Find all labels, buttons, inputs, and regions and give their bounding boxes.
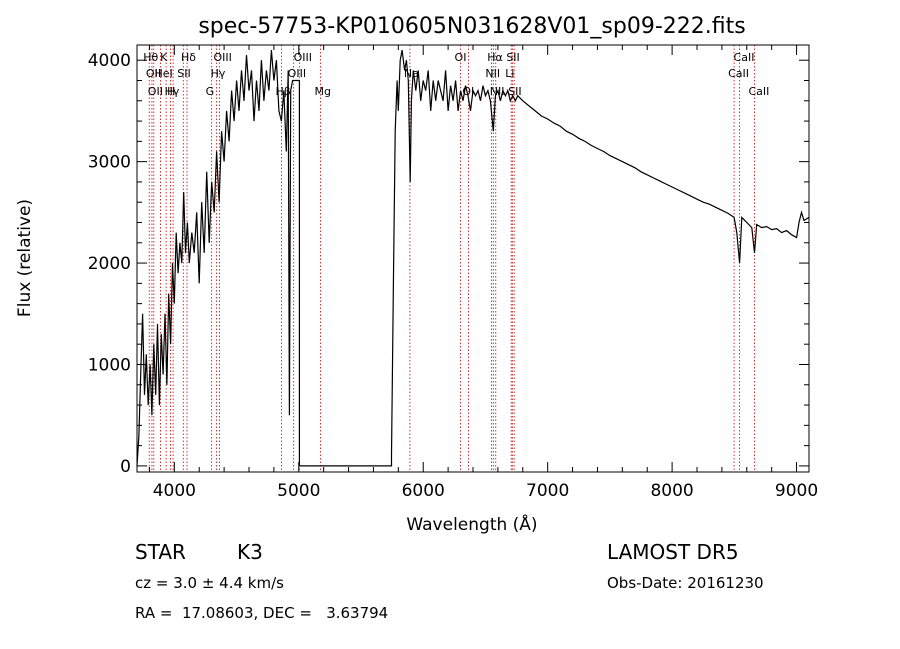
line-label-8: Hδ [181, 51, 196, 64]
survey-name: LAMOST DR5 [607, 540, 739, 564]
line-label-24: SII [508, 85, 521, 98]
plot-frame [136, 44, 810, 473]
coordinates: RA = 17.08603, DEC = 3.63794 [135, 604, 389, 622]
line-label-7: SII [177, 67, 190, 80]
line-label-13: OIII [288, 67, 306, 80]
y-tick-label-1: 1000 [88, 355, 131, 375]
y-tick-label-0: 0 [120, 457, 131, 477]
y-tick-label-4: 4000 [88, 51, 131, 71]
x-tick-label-4: 8000 [650, 481, 693, 501]
object-subclass: K3 [237, 540, 263, 564]
line-label-22: Li [505, 67, 514, 80]
line-label-14: OIII [294, 51, 312, 64]
x-axis-ticks: 4000 5000 6000 7000 8000 9000 [148, 45, 818, 501]
observation-date: Obs-Date: 20161230 [607, 574, 764, 592]
line-label-25: CaII [728, 67, 749, 80]
line-label-9: G [206, 85, 215, 98]
line-label-1: OII [146, 67, 161, 80]
x-tick-label-2: 6000 [402, 481, 445, 501]
line-label-23: SII [506, 51, 519, 64]
line-label-6: H [167, 85, 175, 98]
x-tick-label-5: 9000 [775, 481, 818, 501]
line-label-10: Hγ [211, 67, 226, 80]
line-label-2: OII [148, 85, 163, 98]
line-label-19: NII [485, 67, 500, 80]
spectrum-line [136, 49, 810, 467]
line-label-17: OI [455, 51, 467, 64]
line-label-16: Na [404, 67, 419, 80]
line-label-20: Hα [487, 51, 503, 64]
line-label-15: Mg [315, 85, 331, 98]
y-tick-label-2: 2000 [88, 254, 131, 274]
line-label-3: HeI [155, 67, 173, 80]
x-axis-label: Wavelength (Å) [406, 513, 537, 535]
line-label-4: K [160, 51, 168, 64]
line-label-26: CaII [734, 51, 755, 64]
y-axis-label: Flux (relative) [15, 199, 35, 317]
chart-title: spec-57753-KP010605N031628V01_sp09-222.f… [198, 14, 745, 39]
x-tick-label-0: 4000 [153, 481, 196, 501]
x-tick-label-1: 5000 [277, 481, 320, 501]
object-class: STAR [135, 540, 186, 564]
line-label-11: OIII [214, 51, 232, 64]
line-label-5: Hγ [165, 85, 180, 98]
y-axis-ticks: 0 1000 2000 3000 4000 [88, 51, 809, 477]
y-tick-label-3: 3000 [88, 153, 131, 173]
redshift-cz: cz = 3.0 ± 4.4 km/s [135, 574, 284, 592]
line-label-0: Hθ [143, 51, 158, 64]
line-label-27: CaII [748, 85, 769, 98]
emission-line-markers [148, 45, 755, 472]
line-label-18: OI [462, 85, 474, 98]
x-tick-label-3: 7000 [526, 481, 569, 501]
